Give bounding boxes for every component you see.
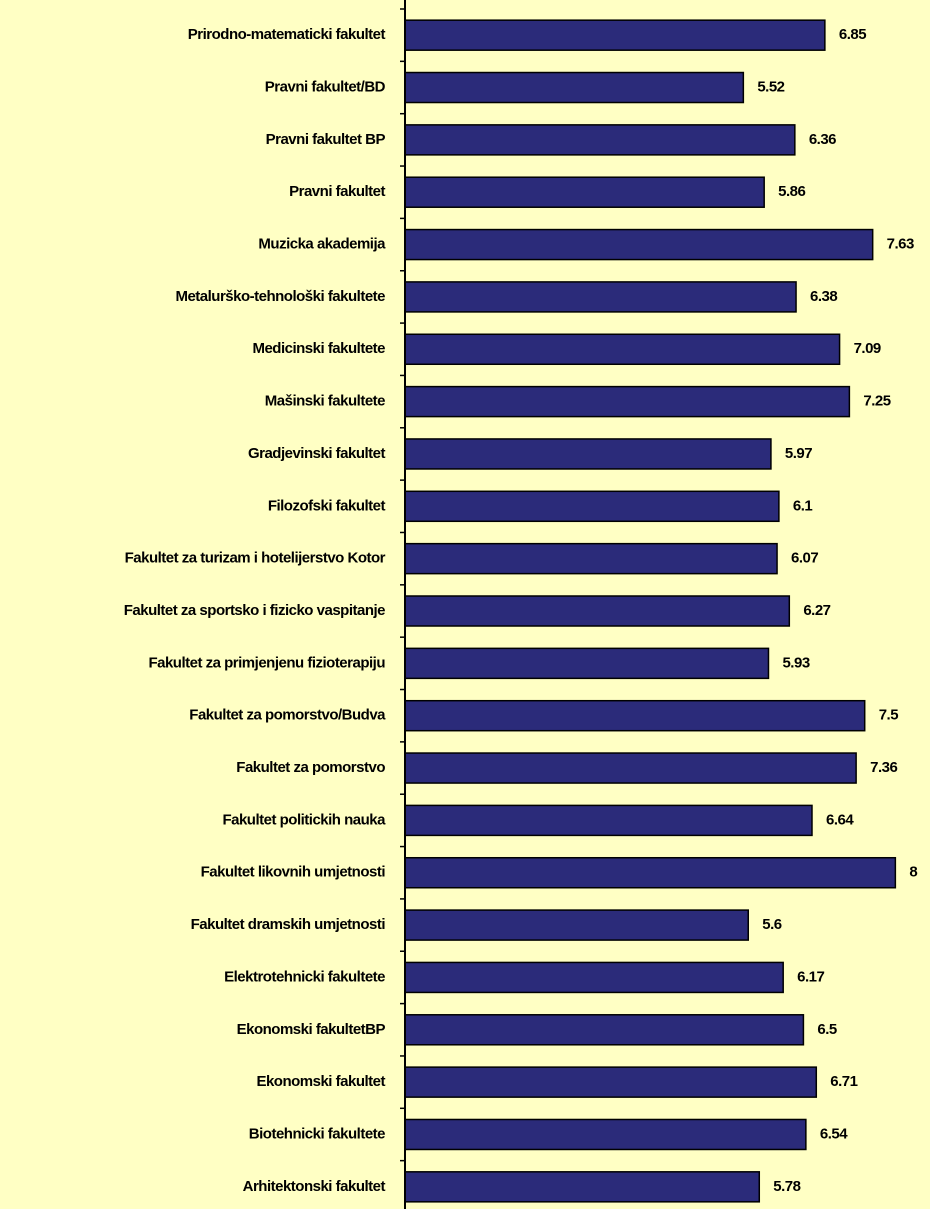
bar (404, 1118, 807, 1151)
y-tick-label: Medicinski fakultete (252, 340, 385, 357)
value-label: 5.93 (782, 654, 809, 671)
bar (404, 124, 796, 156)
y-tick-label: Elektrotehnicki fakultete (224, 968, 385, 985)
y-tick-label: Mašinski fakultete (265, 393, 385, 410)
y-tick-label: Metalurško-tehnološki fakultete (175, 288, 385, 305)
value-label: 8 (909, 864, 917, 881)
value-label: 6.71 (830, 1073, 857, 1090)
value-label: 6.36 (809, 131, 836, 148)
y-tick-label: Muzicka akademija (258, 236, 386, 253)
value-label: 7.5 (879, 707, 899, 724)
y-tick-label: Pravni fakultet/BD (265, 78, 386, 95)
bar (404, 281, 797, 313)
bar (404, 752, 857, 784)
bar (404, 1066, 818, 1098)
y-tick-label: Fakultet za sportsko i fizicko vaspitanj… (124, 602, 385, 619)
bar (404, 71, 745, 104)
value-label: 7.63 (887, 236, 914, 253)
y-tick-label: Ekonomski fakultet (256, 1073, 385, 1090)
value-label: 6.54 (820, 1125, 848, 1142)
y-tick-label: Filozofski fakultet (268, 497, 386, 514)
bar (404, 1014, 805, 1046)
value-label: 5.52 (757, 78, 784, 95)
bar (404, 647, 770, 680)
value-label: 7.36 (870, 759, 897, 776)
y-tick-label: Ekonomski fakultetBP (237, 1021, 386, 1038)
bar (404, 19, 826, 51)
bar (404, 490, 780, 523)
y-tick-label: Fakultet dramskih umjetnosti (191, 916, 386, 933)
bar (404, 542, 778, 575)
value-label: 6.64 (826, 811, 854, 828)
y-tick-label: Pravni fakultet BP (266, 131, 386, 148)
bar (404, 1171, 761, 1203)
bar (404, 385, 851, 418)
bar (404, 909, 749, 941)
y-tick-label: Fakultet za pomorstvo (236, 759, 385, 776)
value-label: 6.5 (817, 1021, 837, 1038)
value-label: 6.1 (793, 497, 813, 514)
bar (404, 595, 791, 627)
value-label: 6.38 (810, 288, 837, 305)
value-label: 6.27 (803, 602, 830, 619)
y-tick-label: Fakultet za turizam i hotelijerstvo Koto… (125, 550, 386, 567)
y-tick-label: Arhitektonski fakultet (243, 1178, 386, 1195)
y-tick-label: Fakultet likovnih umjetnosti (201, 864, 386, 881)
y-tick-label: Pravni fakultet (289, 183, 385, 200)
value-label: 6.85 (839, 26, 866, 43)
value-label: 5.97 (785, 445, 812, 462)
value-label: 7.25 (863, 393, 890, 410)
bar (404, 438, 772, 470)
bar (404, 856, 897, 889)
bar (404, 961, 784, 994)
value-label: 7.09 (854, 340, 881, 357)
bar (404, 228, 874, 261)
y-tick-label: Biotehnicki fakultete (249, 1125, 385, 1142)
y-tick-label: Gradjevinski fakultet (248, 445, 386, 462)
y-tick-label: Fakultet politickih nauka (222, 811, 386, 828)
value-label: 6.17 (797, 968, 824, 985)
y-tick-label: Fakultet za pomorstvo/Budva (189, 707, 386, 724)
value-label: 5.78 (773, 1178, 800, 1195)
value-label: 5.86 (778, 183, 805, 200)
bar (404, 333, 841, 366)
bar (404, 176, 765, 208)
bar (404, 699, 866, 732)
value-label: 6.07 (791, 550, 818, 567)
y-tick-label: Prirodno-matematicki fakultet (188, 26, 386, 43)
bar (404, 804, 813, 837)
y-tick-label: Fakultet za primjenjenu fizioterapiju (148, 654, 385, 671)
value-label: 5.6 (762, 916, 782, 933)
